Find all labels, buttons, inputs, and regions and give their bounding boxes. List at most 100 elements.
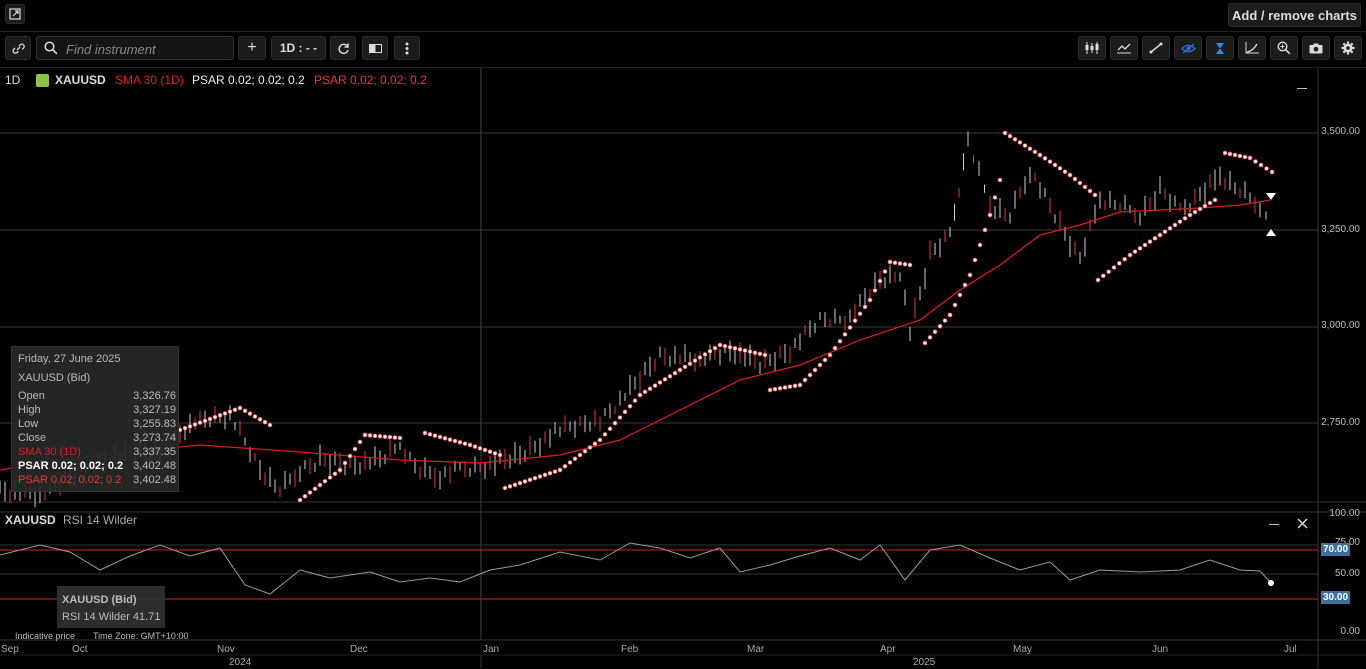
- psar-dot: [937, 323, 943, 329]
- psar-dot: [297, 497, 303, 503]
- timeframe-button[interactable]: 1D : - -: [271, 36, 326, 60]
- psar-dot: [542, 472, 548, 478]
- psar-dot: [247, 411, 253, 417]
- psar-dot: [307, 490, 313, 495]
- psar-dot: [342, 460, 348, 466]
- psar-dot: [447, 437, 453, 443]
- psar-dot: [842, 332, 848, 337]
- gear-icon: [1341, 41, 1355, 55]
- price-axis-label: 2,750.00: [1321, 417, 1360, 428]
- psar-dot: [462, 441, 468, 447]
- link-icon: [12, 43, 25, 54]
- rsi-tooltip-instrument: XAUUSD (Bid): [62, 594, 137, 606]
- indicators-button[interactable]: [1110, 36, 1138, 60]
- psar-dot: [377, 433, 383, 439]
- psar-dot: [182, 425, 188, 431]
- symbol-icon: [36, 74, 49, 87]
- tooltip-instrument: XAUUSD (Bid): [18, 372, 91, 384]
- psar-dot: [897, 261, 903, 266]
- psar-dot: [1227, 151, 1233, 157]
- psar-dot: [472, 444, 478, 450]
- psar-dot: [872, 288, 878, 293]
- psar-dot: [1012, 136, 1018, 142]
- refresh-button[interactable]: [330, 36, 356, 60]
- psar-dot: [1264, 166, 1269, 171]
- popout-button[interactable]: [5, 4, 25, 24]
- legend-psar-white[interactable]: PSAR 0.02; 0.02; 0.2: [192, 73, 305, 87]
- psar-dot: [427, 431, 433, 437]
- psar-dot: [892, 260, 898, 266]
- drawing-tools-button[interactable]: [1142, 36, 1170, 60]
- psar-dot: [1237, 153, 1243, 159]
- tooltip-row-open: Open 3,326.76: [18, 390, 176, 402]
- chart-toolbar: + 1D : - -: [0, 32, 1366, 68]
- psar-dot: [1022, 143, 1028, 148]
- psar-dot: [962, 282, 968, 288]
- psar-dot: [847, 325, 853, 330]
- psar-dot: [547, 470, 553, 476]
- layout-button[interactable]: [362, 36, 388, 60]
- minimize-chart-icon[interactable]: [1297, 88, 1307, 89]
- zoom-button[interactable]: [1270, 36, 1298, 60]
- month-label: Jun: [1152, 644, 1169, 655]
- psar-dot: [1092, 192, 1098, 198]
- psar-dot: [1057, 165, 1063, 171]
- hide-drawings-button[interactable]: [1174, 36, 1202, 60]
- more-options-button[interactable]: [394, 36, 420, 60]
- rsi-lower-badge: 30.00: [1321, 591, 1350, 604]
- psar-dot: [977, 242, 983, 248]
- psar-dot: [507, 484, 513, 489]
- psar-dot: [1002, 130, 1008, 136]
- legend-symbol[interactable]: XAUUSD: [55, 73, 106, 87]
- psar-dot: [932, 329, 938, 335]
- psar-dot: [332, 471, 338, 477]
- tooltip-row-close: Close 3,273.74: [18, 432, 176, 444]
- chart-type-button[interactable]: [1078, 36, 1106, 60]
- psar-dot: [1052, 162, 1058, 168]
- psar-dot: [457, 439, 463, 445]
- curve-tool-button[interactable]: [1238, 36, 1266, 60]
- psar-dot: [747, 349, 753, 355]
- psar-dot: [467, 442, 473, 448]
- add-symbol-button[interactable]: +: [238, 36, 266, 60]
- instrument-search[interactable]: [36, 36, 234, 60]
- psar-dot: [562, 463, 568, 469]
- legend-psar-red[interactable]: PSAR 0.02; 0.02; 0.2: [314, 73, 427, 87]
- psar-dot: [527, 477, 533, 483]
- psar-dot: [1162, 229, 1168, 235]
- psar-dot: [322, 478, 328, 484]
- top-bar: Add / remove charts: [0, 0, 1366, 32]
- add-remove-charts-button[interactable]: Add / remove charts: [1228, 3, 1361, 27]
- psar-dot: [597, 437, 603, 443]
- psar-dot: [817, 362, 823, 368]
- minimize-rsi-icon[interactable]: [1269, 524, 1279, 525]
- psar-dot: [477, 445, 483, 451]
- rsi-axis-label: 50.00: [1334, 568, 1360, 579]
- psar-dot: [1047, 159, 1053, 165]
- search-input[interactable]: [64, 39, 228, 59]
- rsi-indicator-name[interactable]: RSI 14 Wilder: [63, 513, 138, 527]
- psar-dot: [1027, 146, 1033, 152]
- rsi-title: XAUUSD RSI 14 Wilder: [5, 513, 137, 527]
- psar-dot: [772, 386, 778, 392]
- legend-sma[interactable]: SMA 30 (1D): [115, 73, 184, 87]
- psar-dot: [1037, 152, 1043, 158]
- psar-dot: [257, 416, 263, 422]
- settings-button[interactable]: [1334, 36, 1362, 60]
- psar-dot: [577, 452, 583, 458]
- psar-dot: [907, 262, 913, 268]
- psar-dot: [327, 475, 333, 480]
- psar-dot: [1072, 176, 1078, 182]
- close-rsi-icon[interactable]: [1297, 518, 1308, 529]
- screenshot-button[interactable]: [1302, 36, 1330, 60]
- psar-dot: [682, 364, 688, 370]
- magnet-button[interactable]: [1206, 36, 1234, 60]
- price-chart[interactable]: [0, 68, 1366, 668]
- psar-dot: [857, 311, 863, 317]
- psar-dot: [617, 415, 623, 420]
- layout-icon: [368, 43, 382, 53]
- trend-line-icon: [1149, 42, 1163, 54]
- psar-dot: [362, 432, 368, 438]
- link-button[interactable]: [5, 36, 31, 60]
- psar-dot: [537, 474, 543, 479]
